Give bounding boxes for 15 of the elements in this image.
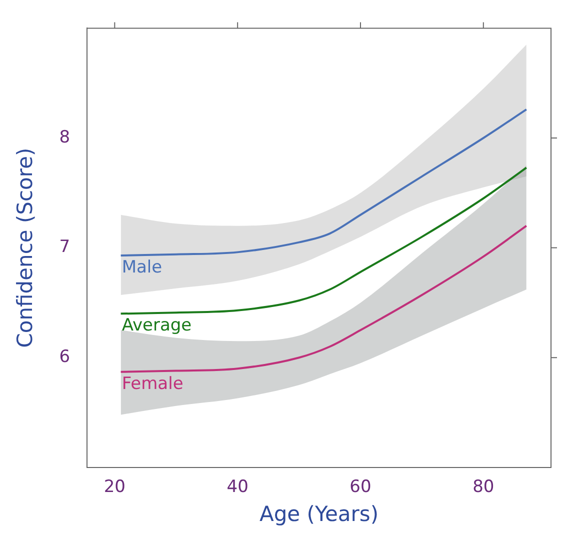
y-tick-label: 6 bbox=[59, 347, 70, 368]
line-series bbox=[120, 224, 528, 373]
line-series bbox=[120, 108, 528, 256]
x-tick-label: 20 bbox=[104, 477, 126, 498]
x-axis-title: Age (Years) bbox=[259, 502, 379, 526]
x-tick-label: 80 bbox=[472, 477, 494, 498]
y-tick-label: 8 bbox=[59, 127, 70, 148]
line-series bbox=[120, 166, 528, 315]
series-label: Average bbox=[122, 316, 192, 336]
x-tick-label: 40 bbox=[226, 477, 248, 498]
x-tick-label: 60 bbox=[350, 477, 372, 498]
series-label: Male bbox=[122, 257, 162, 278]
y-axis-title: Confidence (Score) bbox=[13, 148, 38, 348]
series-label: Female bbox=[122, 374, 184, 394]
y-tick-label: 7 bbox=[59, 237, 70, 258]
